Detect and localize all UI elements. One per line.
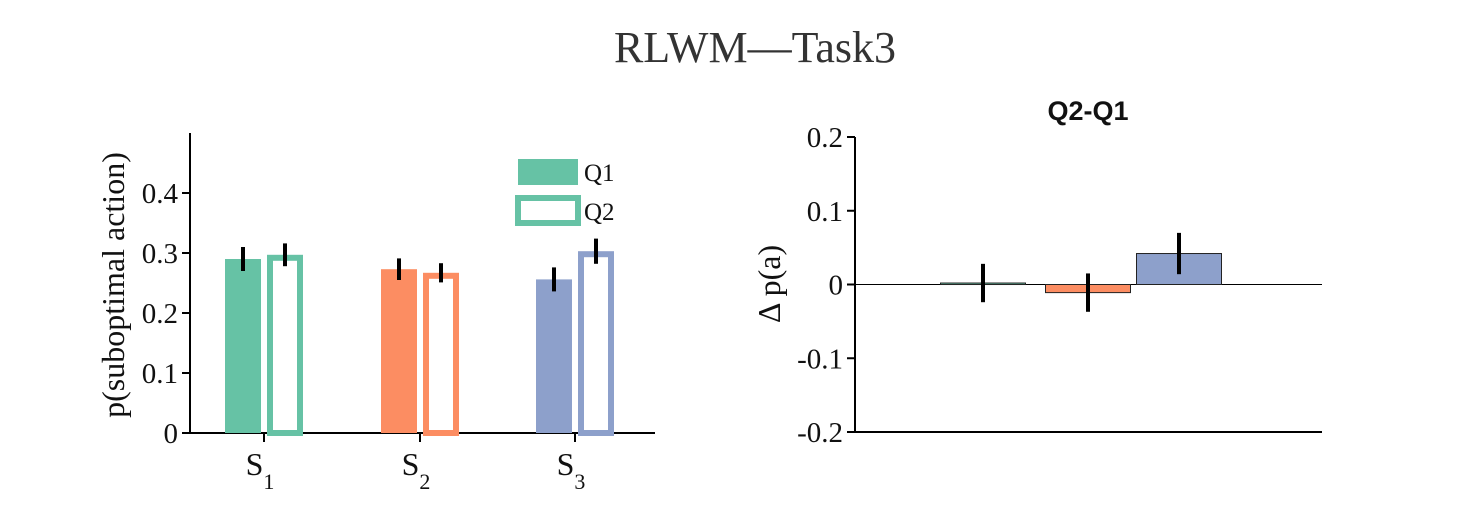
legend-label-q2: Q2 [584,199,615,226]
bar-q1-s2 [381,269,417,433]
x-tick-label-sub: 3 [574,469,585,494]
bar-q1-s3 [536,279,572,433]
chart-right-q2-minus-q1: Q2-Q1 0.2 0.1 0 -0.1 -0.2 Δ p(a) [751,96,1322,449]
y-tick-label: 0 [829,270,844,302]
bar-q2-s2 [423,272,459,436]
x-tick-label-sub: 2 [419,469,430,494]
bar-q2-s3 [578,251,614,436]
legend-swatch-q1 [518,159,578,185]
x-tick-label-main: S [246,446,264,482]
x-tick-label: S1 [246,446,275,494]
y-tick-label: -0.1 [797,343,843,375]
y-tick-label: 0 [164,418,179,450]
x-tick-label: S3 [557,446,586,494]
y-tick-label: 0.4 [142,178,179,210]
legend-label-q1: Q1 [584,160,615,187]
y-axis-label: Δ p(a) [751,245,787,323]
x-tick-label-main: S [557,446,575,482]
bar-q2-s1 [267,254,303,436]
y-axis-label: p(suboptimal action) [95,152,131,418]
y-tick-label: -0.2 [797,417,843,449]
x-tick-label-main: S [402,446,420,482]
chart-left-suboptimal-action: 00.10.20.30.4p(suboptimal action)S1 S2 S3Q… [95,133,655,494]
y-tick-label: 0.2 [142,298,178,330]
figure-title: RLWM—Task3 [614,23,896,72]
x-tick-label-sub: 1 [263,469,274,494]
y-tick-label: 0.1 [807,196,843,228]
y-tick-label: 0.1 [142,358,178,390]
y-tick-label: 0.2 [807,122,843,154]
legend-swatch-q2 [515,195,581,226]
x-tick-label: S2 [402,446,431,494]
y-tick-label: 0.3 [142,238,178,270]
bar-q1-s1 [225,259,261,433]
chart-right-title: Q2-Q1 [1047,96,1128,126]
